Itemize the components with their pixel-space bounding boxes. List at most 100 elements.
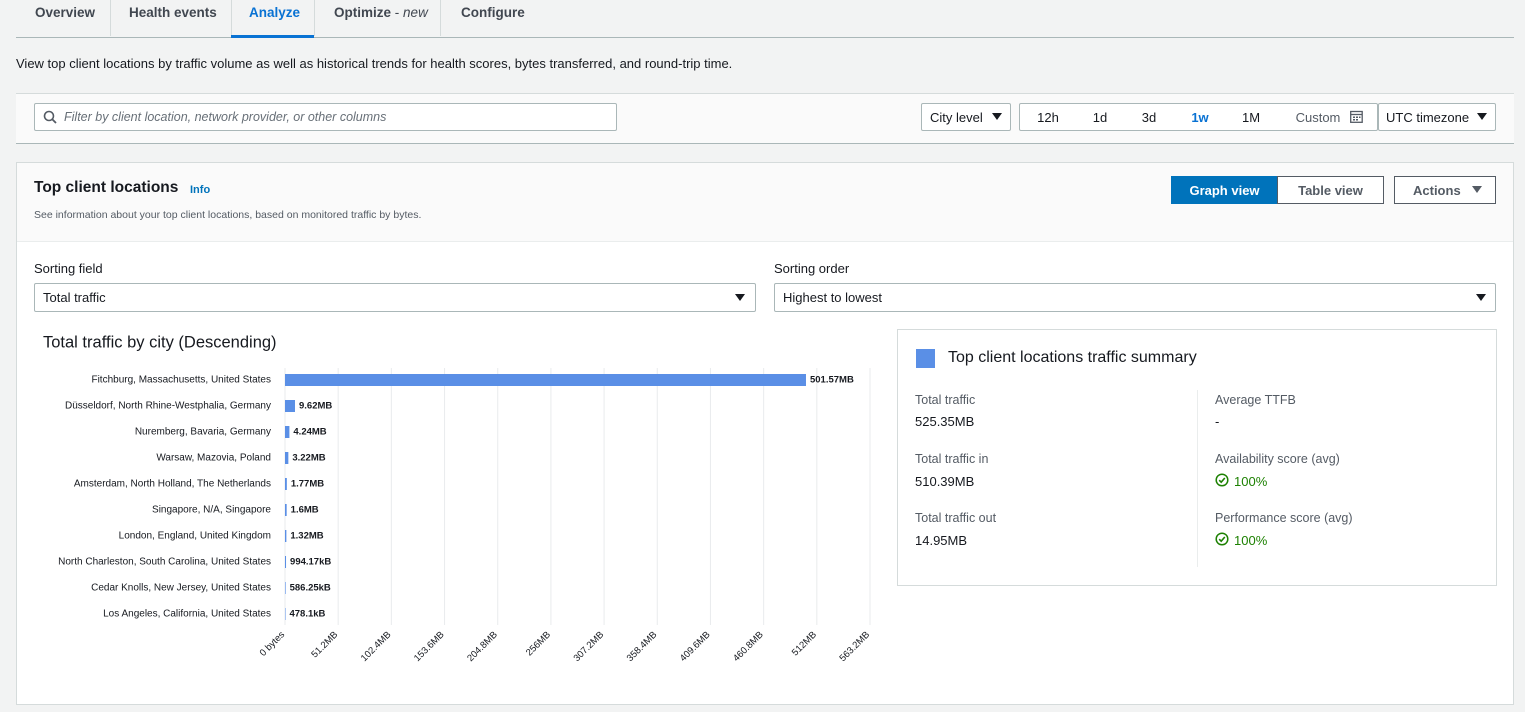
bar — [285, 530, 287, 542]
metric-label: Performance score (avg) — [1215, 511, 1353, 525]
bar — [285, 478, 287, 490]
x-tick-label: 409.6MB — [678, 629, 713, 664]
range-option[interactable]: 1d — [1092, 110, 1108, 125]
range-option[interactable]: 1w — [1191, 110, 1209, 125]
x-tick-label: 51.2MB — [309, 629, 340, 660]
x-tick-label: 153.6MB — [412, 629, 447, 664]
x-tick-label: 102.4MB — [359, 629, 394, 664]
tab[interactable]: Configure — [461, 5, 525, 20]
search-placeholder: Filter by client location, network provi… — [64, 110, 387, 124]
dropdown-icon — [735, 294, 745, 301]
x-tick-label: 0 bytes — [258, 629, 288, 659]
metric-value: 100% — [1234, 533, 1268, 548]
view-button[interactable]: Graph view — [1171, 176, 1278, 204]
metric-label: Average TTFB — [1215, 393, 1296, 407]
sorting-field-select[interactable]: Total traffic — [34, 283, 756, 312]
tab-divider — [440, 0, 441, 36]
summary-divider — [1197, 390, 1198, 567]
metric-label: Total traffic — [915, 393, 976, 407]
bar — [285, 452, 289, 464]
bar — [285, 582, 286, 594]
value-label: 3.22MB — [292, 453, 325, 464]
value-label: 1.6MB — [291, 505, 319, 516]
x-tick-label: 204.8MB — [465, 629, 500, 664]
select-value: Total traffic — [43, 290, 106, 305]
y-tick-label: Fitchburg, Massachusetts, United States — [91, 375, 271, 386]
range-option[interactable]: 3d — [1141, 110, 1157, 125]
search-input[interactable]: Filter by client location, network provi… — [34, 103, 617, 131]
tab[interactable]: Analyze — [249, 5, 301, 20]
value-label: 994.17kB — [290, 557, 331, 568]
view-button[interactable]: Table view — [1277, 176, 1384, 204]
chart: Total traffic by city (Descending) 0 byt… — [43, 333, 872, 664]
info-link[interactable]: Info — [190, 184, 211, 196]
dropdown-icon — [992, 113, 1002, 120]
status-icon — [1215, 473, 1229, 487]
value-label: 1.32MB — [290, 531, 323, 542]
field-label: Sorting order — [774, 261, 850, 276]
timezone-value: UTC timezone — [1386, 110, 1470, 125]
x-tick-label: 460.8MB — [731, 629, 766, 664]
bar — [285, 374, 806, 386]
y-tick-label: London, England, United Kingdom — [119, 531, 271, 542]
bar — [285, 504, 287, 516]
field-label: Sorting field — [34, 261, 103, 276]
bar — [285, 400, 295, 412]
panel-subtitle: See information about your top client lo… — [34, 209, 422, 221]
bar — [285, 426, 290, 438]
x-tick-label: 307.2MB — [572, 629, 607, 664]
tab-divider — [314, 0, 315, 36]
x-tick-label: 358.4MB — [625, 629, 660, 664]
dropdown-icon — [1476, 294, 1486, 301]
actions-label: Actions — [1413, 182, 1461, 198]
level-select[interactable]: City level — [921, 103, 1011, 131]
sorting-order-select[interactable]: Highest to lowest — [774, 283, 1496, 312]
metric-label: Total traffic out — [915, 511, 997, 525]
timezone-select[interactable]: UTC timezone — [1378, 103, 1496, 131]
level-value: City level — [930, 110, 983, 125]
y-tick-label: Singapore, N/A, Singapore — [152, 505, 271, 516]
select-value: Highest to lowest — [783, 290, 882, 305]
tab[interactable]: Health events — [129, 5, 217, 20]
status-icon — [1215, 532, 1229, 546]
range-option[interactable]: Custom — [1295, 110, 1341, 125]
actions-button[interactable]: Actions — [1394, 176, 1496, 204]
tab-label: Optimize — [334, 5, 392, 20]
dropdown-icon — [1477, 113, 1487, 120]
metric-label: Total traffic in — [915, 452, 989, 466]
summary-swatch — [916, 349, 935, 368]
y-tick-label: Los Angeles, California, United States — [103, 609, 271, 620]
metric-value: 510.39MB — [915, 474, 975, 489]
tab[interactable]: Overview — [35, 5, 96, 20]
metric-value: 14.95MB — [915, 533, 968, 548]
metric-value: 525.35MB — [915, 414, 975, 429]
y-tick-label: North Charleston, South Carolina, United… — [58, 557, 271, 568]
description: View top client locations by traffic vol… — [16, 56, 733, 71]
x-tick-label: 512MB — [790, 629, 819, 658]
tab-badge: new — [403, 5, 428, 20]
tab-divider — [110, 0, 111, 36]
dropdown-icon — [1471, 186, 1482, 193]
active-tab-indicator — [231, 35, 314, 38]
value-label: 4.24MB — [293, 427, 326, 438]
chart-title: Total traffic by city (Descending) — [43, 333, 277, 351]
panel-title: Top client locations — [34, 179, 179, 196]
y-tick-label: Cedar Knolls, New Jersey, United States — [91, 583, 271, 594]
y-tick-label: Warsaw, Mazovia, Poland — [156, 453, 271, 464]
y-tick-label: Düsseldorf, North Rhine-Westphalia, Germ… — [65, 401, 271, 412]
value-label: 9.62MB — [299, 401, 332, 412]
metric-label: Availability score (avg) — [1215, 452, 1340, 466]
range-option[interactable]: 1M — [1241, 110, 1261, 125]
y-tick-label: Amsterdam, North Holland, The Netherland… — [74, 479, 271, 490]
bar — [285, 556, 287, 568]
value-label: 586.25kB — [290, 583, 331, 594]
metric-value: - — [1215, 414, 1220, 429]
y-tick-label: Nuremberg, Bavaria, Germany — [135, 427, 271, 438]
summary-title: Top client locations traffic summary — [948, 349, 1197, 366]
value-label: 501.57MB — [810, 375, 854, 386]
range-selector — [1019, 103, 1378, 131]
range-option[interactable]: 12h — [1037, 110, 1059, 125]
tab[interactable]: Optimize - new — [334, 5, 428, 20]
tab-divider — [231, 0, 232, 36]
